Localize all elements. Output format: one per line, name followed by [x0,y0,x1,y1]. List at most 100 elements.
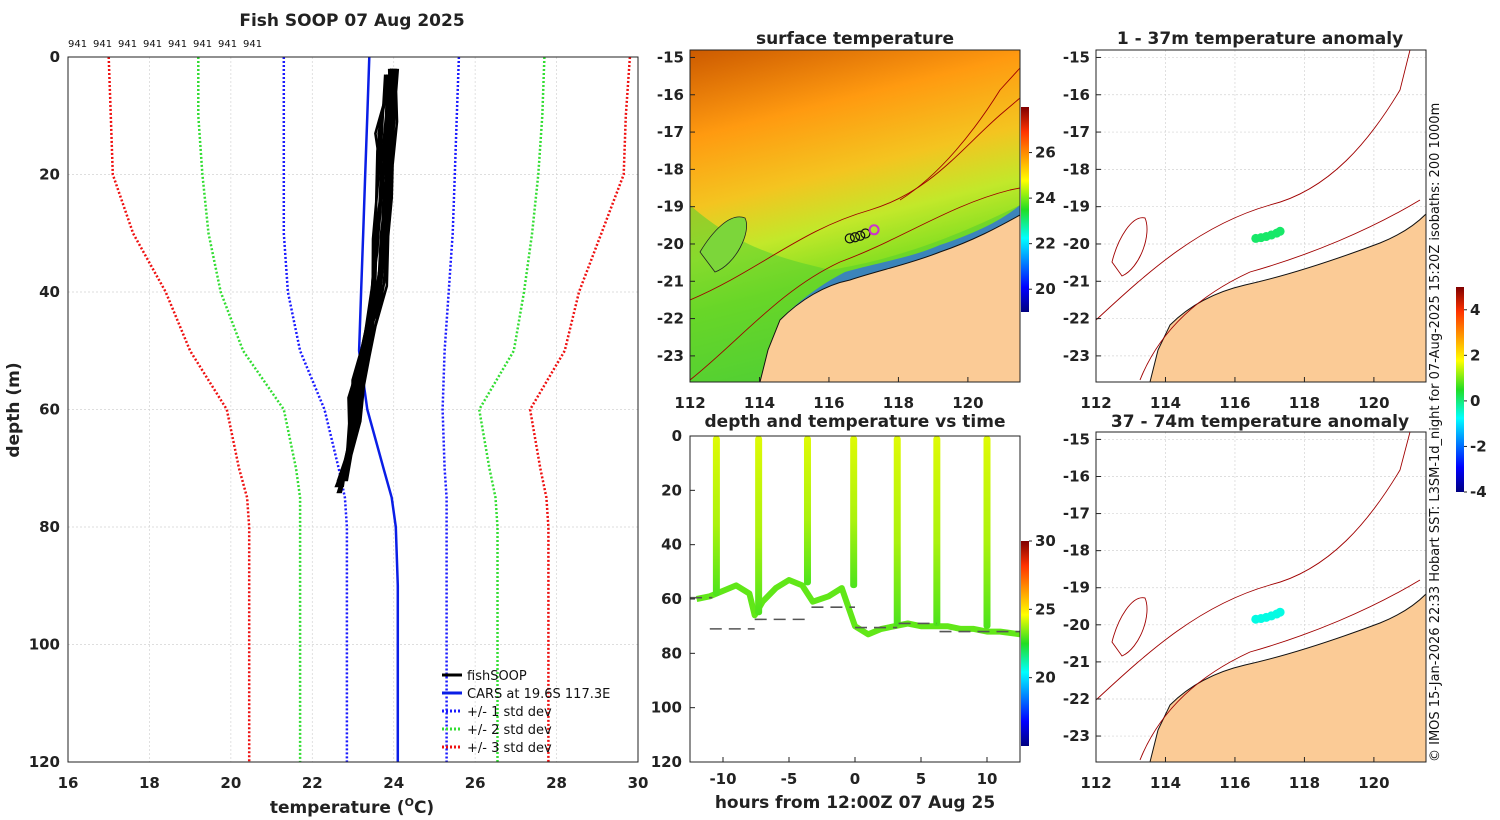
anomaly-upper-ytick-label: -23 [1063,347,1090,365]
anomaly-upper-ytick-label: -18 [1063,160,1090,178]
cast-profile-bar [933,436,941,627]
anomaly-upper-ytick-label: -21 [1063,272,1090,290]
anomaly-upper-frame [1095,49,1427,383]
anomaly-colorbar-ticks: 4 2 0 -2 -4 [1464,301,1487,501]
depth-time-xtick-label: -5 [781,770,798,788]
anomaly-upper-ytick-label: -15 [1063,48,1090,66]
sst-colorbar-tick-label: 26 [1035,144,1056,162]
profile-xtick-label: 28 [546,774,567,792]
depth-time-colorbar-ticks: 20 25 30 [1029,532,1056,687]
profile-ytick-label: 80 [39,518,60,536]
depth-time-ytick-label: 60 [661,590,682,608]
sst-frame [689,49,1021,383]
cast-profile-bar [803,436,811,586]
depth-time-colorbar-tick-label: 20 [1035,669,1056,687]
anomaly-lower-xtick-label: 114 [1150,774,1181,792]
anomaly-lower-ytick-label: -17 [1063,505,1090,523]
anomaly-upper-ytick-label: -22 [1063,310,1090,328]
profile-ytick-label: 0 [50,48,60,66]
anomaly-upper-island-isobath [1111,217,1148,277]
profile-ytick-label: 20 [39,166,60,184]
fishsoop-cast-line [336,68,395,482]
anomaly-lower-points [1251,607,1285,624]
std3-plus-line [528,56,632,762]
legend-label-fishsoop: fishSOOP [467,669,527,684]
profile-ticks: 16 18 20 22 24 26 28 30 0 20 40 60 80 100 120 [29,48,649,792]
depth-time-xtick-label: 0 [850,770,860,788]
depth-time-title: depth and temperature vs time [705,412,1006,432]
sst-ytick-label: -15 [657,48,684,66]
sst-colorbar [1021,107,1029,312]
sst-colorbar-tick-label: 20 [1035,280,1056,298]
cast-profile-bar [850,436,858,589]
profile-xtick-label: 18 [139,774,160,792]
anomaly-upper-xtick-label: 118 [1289,394,1320,412]
anomaly-lower-ytick-label: -18 [1063,542,1090,560]
cars-line [357,56,400,762]
anomaly-lower-xtick-label: 116 [1219,774,1250,792]
sst-island [699,216,747,273]
anomaly-lower-ticks: 112 114 116 118 120 -15 -16 -17 -18 -19 -20 -21 -22 -… [1063,430,1390,792]
anomaly-lower-ytick-label: -20 [1063,616,1090,634]
anomaly-upper-isobath-1000 [1096,50,1411,321]
anomaly-lower-ytick-label: -22 [1063,690,1090,708]
cast-profile-bar [755,436,763,616]
profile-ytick-label: 120 [29,753,60,771]
depth-time-xtick-label: 10 [977,770,998,788]
sst-colorbar-tick-label: 24 [1035,189,1056,207]
sst-track-point [844,233,855,244]
profile-ytick-label: 100 [29,636,60,654]
anomaly-colorbar-tick-label: 4 [1470,301,1480,319]
legend-label-cars: CARS at 19.6S 117.3E [467,687,610,702]
depth-time-ytick-label: 0 [672,427,682,445]
legend-label-std2: +/- 2 std dev [467,723,552,738]
anomaly-lower-point [1275,607,1285,617]
anomaly-lower-land [1149,593,1426,762]
sst-isobath-1000 [690,187,1020,381]
anomaly-lower-ytick-label: -19 [1063,579,1090,597]
fishsoop-cast-line [342,68,400,482]
sst-xtick-label: 120 [952,394,983,412]
depth-time-ytick-label: 40 [661,536,682,554]
anomaly-map-lower: 37 - 74m temperature anomaly 112 114 116 11… [1063,412,1427,792]
sst-colorbar-tick-label: 22 [1035,235,1056,253]
credit-text: © IMOS 15-Jan-2026 22:33 Hobart SST: L3S… [1428,103,1443,762]
anomaly-colorbar-tick-label: -4 [1470,483,1487,501]
anomaly-upper-ytick-label: -20 [1063,235,1090,253]
anomaly-lower-xtick-label: 120 [1358,774,1389,792]
depth-time-ytick-label: 80 [661,644,682,662]
anomaly-upper-xtick-label: 120 [1358,394,1389,412]
anomaly-upper-point [1275,226,1285,236]
depth-time-chart: depth and temperature vs time -10 -5 0 5 100… [651,412,1056,813]
cast-count-label: 941 [243,39,262,50]
anomaly-lower-isobath-200 [1139,579,1421,761]
profile-xtick-label: 26 [465,774,486,792]
sst-land [759,214,1020,382]
depth-time-marks [690,436,1021,638]
anomaly-colorbar-tick-label: 0 [1470,392,1480,410]
sst-track-point [855,230,866,241]
anomaly-lower-xtick-label: 112 [1080,774,1111,792]
sst-ytick-label: -18 [657,160,684,178]
anomaly-upper-xtick-label: 116 [1219,394,1250,412]
depth-time-ytick-label: 120 [651,753,682,771]
anomaly-lower-title: 37 - 74m temperature anomaly [1111,412,1409,432]
anomaly-map-upper: 1 - 37m temperature anomaly 112 114 116 118… [1063,29,1427,412]
cast-count-label: 941 [93,39,112,50]
profile-axes-frame [67,56,639,763]
sst-ytick-label: -17 [657,123,684,141]
sst-ytick-label: -16 [657,86,684,104]
profile-lines [107,56,632,762]
profile-xtick-label: 30 [628,774,649,792]
sst-colorbar-ticks: 20 22 24 26 [1029,144,1056,298]
anomaly-lower-ytick-label: -15 [1063,430,1090,448]
anomaly-upper-title: 1 - 37m temperature anomaly [1117,29,1403,49]
std3-minus-line [107,56,251,762]
cast-count-label: 941 [218,39,237,50]
anomaly-colorbar [1456,287,1464,492]
anomaly-lower-island-isobath [1111,597,1148,657]
sst-map: surface temperature 112 114 116 118 120 -15 -1… [657,29,1056,412]
sst-title: surface temperature [756,29,954,49]
